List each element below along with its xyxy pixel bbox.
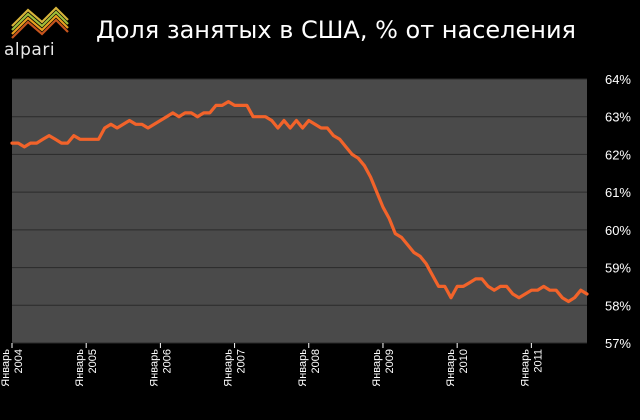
x-tick-label: Январь 2005 [74,349,99,387]
x-tick-month: Январь [74,349,86,387]
x-tick-year: 2011 [532,349,544,373]
chart-title: Доля занятых в США, % от населения [96,16,576,44]
y-tick-label: 62% [605,147,631,162]
x-tick-month: Январь [445,349,457,387]
x-tick-year: 2007 [236,349,248,373]
x-tick-label: Январь 2010 [445,349,470,387]
x-tick-month: Январь [223,349,235,387]
x-tick-year: 2008 [310,349,322,373]
x-tick-month: Январь [519,349,531,387]
x-tick-year: 2004 [13,349,25,373]
x-tick-year: 2010 [458,349,470,373]
x-tick-month: Январь [297,349,309,387]
x-tick-year: 2005 [87,349,99,373]
x-tick-month: Январь [371,349,383,387]
x-tick-label: Январь 2007 [223,349,248,387]
x-tick-label: Январь 2004 [0,349,25,387]
x-tick-month: Январь [148,349,160,387]
y-tick-label: 58% [605,298,631,313]
y-tick-label: 63% [605,110,631,125]
x-tick-month: Январь [0,349,12,387]
y-tick-label: 59% [605,261,631,276]
y-tick-label: 60% [605,223,631,238]
alpari-logo [11,6,69,39]
y-tick-label: 57% [605,336,631,351]
x-tick-year: 2006 [161,349,173,373]
x-tick-label: Январь 2009 [371,349,396,387]
plot-area [12,79,587,343]
x-tick-year: 2009 [384,349,396,373]
y-tick-label: 61% [605,185,631,200]
x-tick-label: Январь 2011 [519,349,544,387]
y-tick-label: 64% [605,72,631,87]
y-axis-ticks: 57% 58% 59% 60% 61% 62% 63% 64% [605,72,631,351]
alpari-logo-text: alpari [4,40,56,60]
series-line [10,100,589,304]
x-axis-ticks: Январь 2004 Январь 2005 Январь 2006 Январь 2007… [0,343,544,387]
gridlines [12,78,587,344]
alpari-logo-mark [11,6,69,39]
x-tick-label: Январь 2008 [297,349,322,387]
x-tick-label: Январь 2006 [148,349,173,387]
